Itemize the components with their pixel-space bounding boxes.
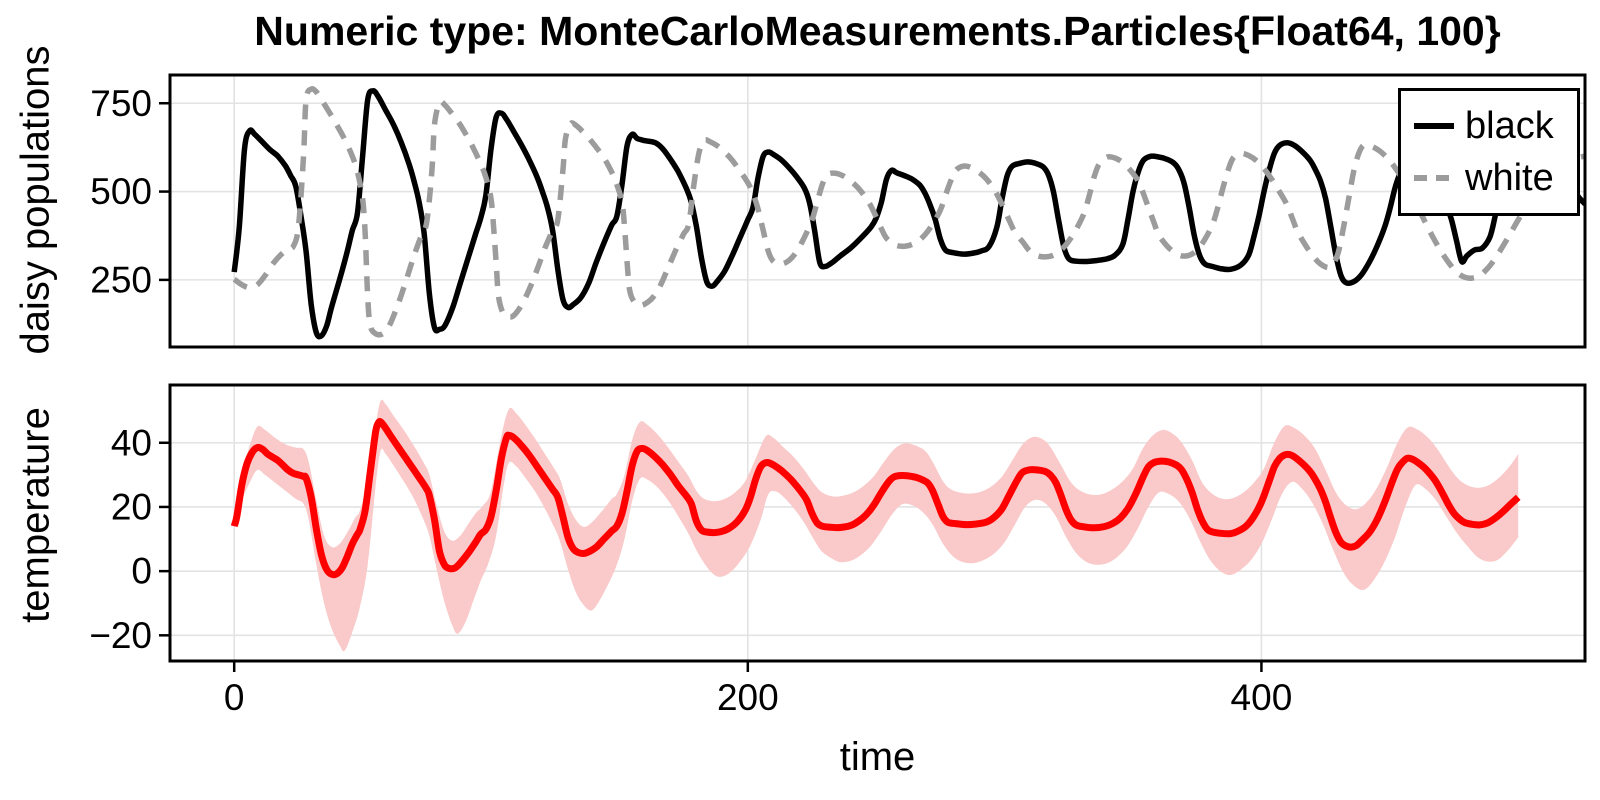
svg-text:250: 250 — [90, 259, 152, 300]
legend-item-white: white — [1413, 159, 1577, 197]
dashed-line-icon — [1414, 175, 1454, 181]
legend-item-black: black — [1413, 107, 1577, 145]
x-axis-label-time: time — [839, 735, 916, 779]
legend-label-white: white — [1465, 157, 1554, 199]
solid-line-icon — [1414, 123, 1454, 129]
chart-title: Numeric type: MonteCarloMeasurements.Par… — [254, 8, 1501, 54]
svg-text:40: 40 — [111, 422, 152, 463]
svg-text:−20: −20 — [89, 615, 152, 656]
svg-text:0: 0 — [224, 677, 245, 718]
svg-text:750: 750 — [90, 83, 152, 124]
svg-text:500: 500 — [90, 171, 152, 212]
svg-text:400: 400 — [1231, 677, 1293, 718]
svg-text:0: 0 — [131, 551, 152, 592]
svg-text:20: 20 — [111, 486, 152, 527]
legend-label-black: black — [1465, 105, 1554, 147]
legend: black white — [1398, 88, 1580, 216]
svg-text:200: 200 — [717, 677, 779, 718]
